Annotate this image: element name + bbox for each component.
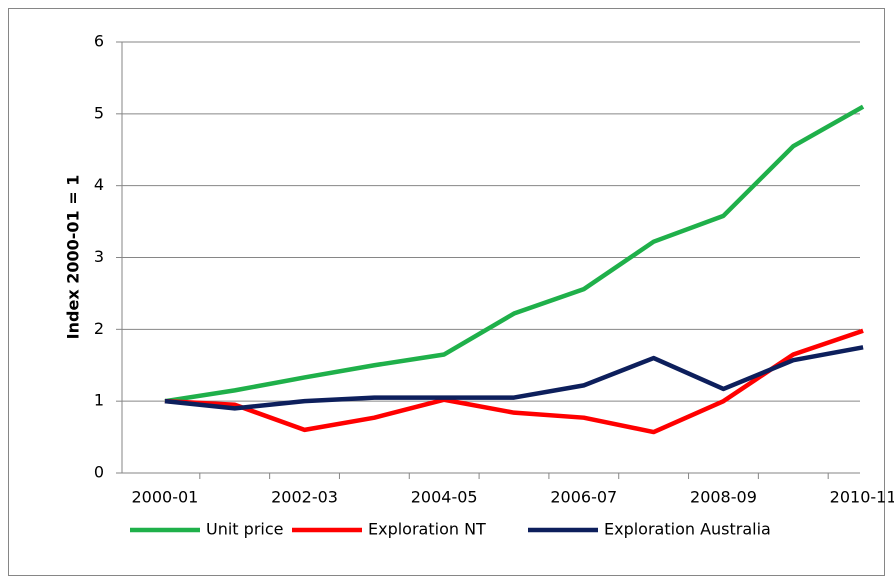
chart-border (8, 8, 885, 576)
y-tick-label: 5 (94, 103, 104, 122)
y-tick-label: 2 (94, 319, 104, 338)
y-tick-label: 6 (94, 32, 104, 51)
series-line (164, 104, 865, 404)
y-tick-label: 1 (94, 391, 104, 410)
y-tick-label: 0 (94, 463, 104, 482)
legend-label: Exploration NT (368, 520, 486, 539)
y-tick-label: 4 (94, 175, 104, 194)
legend-label: Exploration Australia (604, 520, 771, 539)
x-tick-label: 2000-01 (131, 488, 198, 507)
x-tick-label: 2004-05 (411, 488, 478, 507)
x-tick-label: 2002-03 (271, 488, 338, 507)
x-tick-label: 2006-07 (550, 488, 617, 507)
y-axis-title: Index 2000-01 = 1 (64, 175, 83, 340)
y-tick-label: 3 (94, 247, 104, 266)
series-line (164, 328, 864, 435)
x-tick-label: 2010-11 (830, 488, 894, 507)
x-tick-label: 2008-09 (690, 488, 757, 507)
legend-label: Unit price (206, 520, 283, 539)
series-line (164, 345, 864, 411)
